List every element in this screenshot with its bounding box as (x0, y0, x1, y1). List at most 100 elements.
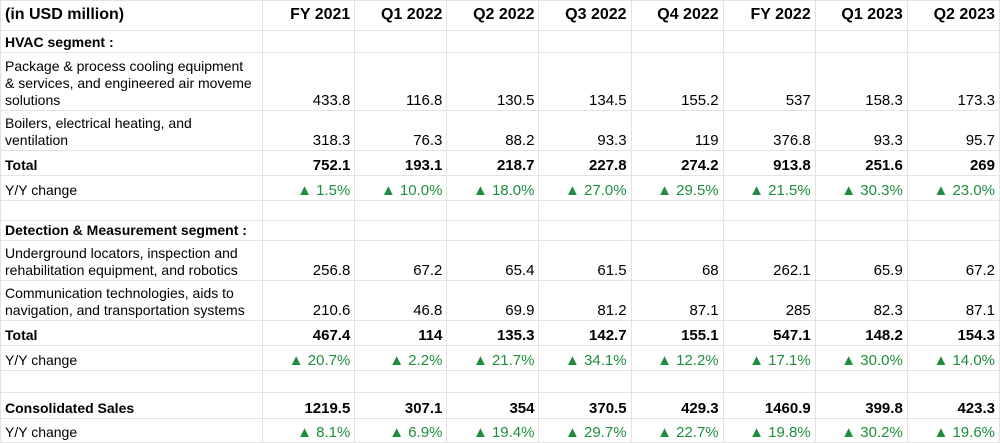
value-cell: 251.6 (814, 150, 908, 176)
value-cell: ▲ 29.7% (538, 418, 632, 443)
column-header: Q1 2022 (354, 0, 448, 31)
value-cell: 429.3 (630, 392, 724, 419)
value-cell: 752.1 (262, 150, 356, 176)
value-cell: 81.2 (538, 280, 632, 321)
value-cell: ▲ 22.7% (630, 418, 724, 443)
empty-cell (906, 220, 1000, 241)
value-cell: 93.3 (538, 110, 632, 151)
table-row: Total 752.1 193.1 218.7 227.8 274.2 913.8 251.6… (0, 150, 1000, 176)
table-row: Total 467.4 114 135.3 142.7 155.1 547.1 148.2 15… (0, 320, 1000, 346)
value-cell: 87.1 (630, 280, 724, 321)
empty-cell (262, 200, 356, 221)
row-label: Y/Y change (0, 175, 264, 201)
empty-cell (630, 200, 724, 221)
empty-cell (538, 30, 632, 53)
value-cell: ▲ 2.2% (354, 345, 448, 371)
value-cell: ▲ 30.2% (814, 418, 908, 443)
row-label: Consolidated Sales (0, 392, 264, 419)
value-cell: 318.3 (262, 110, 356, 151)
column-header: FY 2021 (262, 0, 356, 31)
value-cell: 467.4 (262, 320, 356, 346)
column-header: Q2 2023 (906, 0, 1000, 31)
value-cell: 93.3 (814, 110, 908, 151)
value-cell: 114 (354, 320, 448, 346)
value-cell: 399.8 (814, 392, 908, 419)
value-cell: 173.3 (906, 52, 1000, 111)
table-row: Package & process cooling equipment & se… (0, 52, 1000, 111)
value-cell: ▲ 21.5% (722, 175, 816, 201)
value-cell: 218.7 (446, 150, 540, 176)
row-label: Package & process cooling equipment & se… (0, 52, 264, 111)
value-cell: 88.2 (446, 110, 540, 151)
column-header: Q3 2022 (538, 0, 632, 31)
value-cell: 285 (722, 280, 816, 321)
value-cell: 134.5 (538, 52, 632, 111)
row-label: Y/Y change (0, 345, 264, 371)
empty-cell (262, 370, 356, 393)
empty-cell (630, 370, 724, 393)
value-cell: 95.7 (906, 110, 1000, 151)
value-cell: 154.3 (906, 320, 1000, 346)
empty-cell (814, 30, 908, 53)
value-cell: 1460.9 (722, 392, 816, 419)
value-cell: ▲ 23.0% (906, 175, 1000, 201)
table-row: Detection & Measurement segment : (0, 220, 1000, 241)
column-header: Q2 2022 (446, 0, 540, 31)
value-cell: ▲ 27.0% (538, 175, 632, 201)
empty-cell (0, 370, 264, 393)
value-cell: ▲ 1.5% (262, 175, 356, 201)
empty-cell (814, 220, 908, 241)
empty-cell (262, 30, 356, 53)
table-row: Consolidated Sales 1219.5 307.1 354 370.5 429… (0, 392, 1000, 419)
empty-cell (446, 370, 540, 393)
value-cell: 256.8 (262, 240, 356, 281)
table-row: Y/Y change ▲ 1.5% ▲ 10.0% ▲ 18.0% ▲ 27.0% ▲ 2… (0, 175, 1000, 201)
row-label: Underground locators, inspection and reh… (0, 240, 264, 281)
value-cell: 537 (722, 52, 816, 111)
row-label: Communication technologies, aids to navi… (0, 280, 264, 321)
value-cell: 354 (446, 392, 540, 419)
value-cell: ▲ 12.2% (630, 345, 724, 371)
value-cell: 262.1 (722, 240, 816, 281)
value-cell: 227.8 (538, 150, 632, 176)
empty-cell (814, 200, 908, 221)
empty-cell (906, 30, 1000, 53)
table-row: Y/Y change ▲ 8.1% ▲ 6.9% ▲ 19.4% ▲ 29.7% ▲ 22… (0, 418, 1000, 443)
header-row: (in USD million) FY 2021 Q1 2022 Q2 2022 Q3 … (0, 0, 1000, 31)
value-cell: 210.6 (262, 280, 356, 321)
value-cell: 82.3 (814, 280, 908, 321)
value-cell: ▲ 18.0% (446, 175, 540, 201)
empty-cell (538, 370, 632, 393)
row-label: Detection & Measurement segment : (0, 220, 264, 241)
column-header: Q1 2023 (814, 0, 908, 31)
row-label: HVAC segment : (0, 30, 264, 53)
value-cell: 274.2 (630, 150, 724, 176)
column-header: Q4 2022 (630, 0, 724, 31)
value-cell: 65.9 (814, 240, 908, 281)
value-cell: 423.3 (906, 392, 1000, 419)
table-row: Communication technologies, aids to navi… (0, 280, 1000, 321)
value-cell: 130.5 (446, 52, 540, 111)
value-cell: 69.9 (446, 280, 540, 321)
value-cell: ▲ 30.3% (814, 175, 908, 201)
value-cell: 269 (906, 150, 1000, 176)
table-row: HVAC segment : (0, 30, 1000, 53)
value-cell: ▲ 19.6% (906, 418, 1000, 443)
value-cell: 116.8 (354, 52, 448, 111)
value-cell: 155.1 (630, 320, 724, 346)
empty-cell (906, 370, 1000, 393)
spacer-row (0, 200, 1000, 221)
empty-cell (722, 370, 816, 393)
value-cell: 135.3 (446, 320, 540, 346)
value-cell: 913.8 (722, 150, 816, 176)
empty-cell (262, 220, 356, 241)
value-cell: ▲ 8.1% (262, 418, 356, 443)
empty-cell (446, 200, 540, 221)
value-cell: 61.5 (538, 240, 632, 281)
empty-cell (538, 220, 632, 241)
empty-cell (354, 370, 448, 393)
empty-cell (0, 200, 264, 221)
value-cell: 68 (630, 240, 724, 281)
